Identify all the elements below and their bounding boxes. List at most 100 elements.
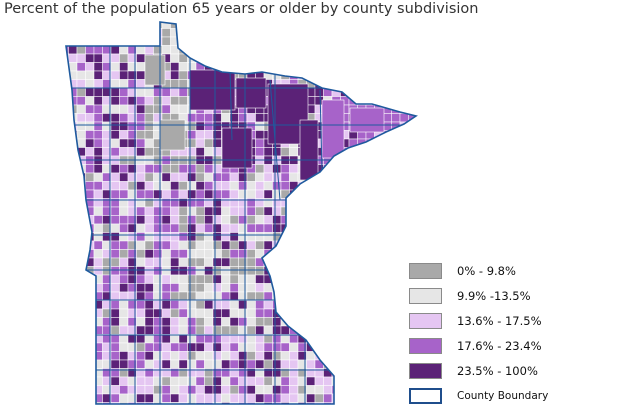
legend-label-class-5: 23.5% - 100% [457,364,538,378]
subdivision-cell [246,317,256,327]
subdivision-cell [153,172,163,182]
subdivision-cell [85,79,95,89]
subdivision-cell [382,283,392,293]
subdivision-cell [348,198,358,208]
subdivision-cell [195,240,205,250]
subdivision-cell [417,63,426,72]
subdivision-cell [255,334,265,344]
subdivision-cell [110,22,120,29]
subdivision-cell [178,317,188,327]
subdivision-cell [68,317,78,327]
subdivision-cell [255,223,265,233]
subdivision-cell [212,376,222,386]
subdivision-cell [246,393,256,403]
subdivision-cell [170,266,180,276]
subdivision-cell [357,393,367,403]
subdivision-cell [170,53,180,63]
subdivision-cell [93,36,103,46]
subdivision-cell [306,257,316,267]
subdivision-cell [255,376,265,386]
subdivision-cell [331,45,341,55]
subdivision-cell [255,62,265,72]
subdivision-cell [144,385,154,395]
subdivision-cell [246,291,256,301]
subdivision-cell [314,376,324,386]
subdivision-cell [340,206,350,216]
subdivision-cell [314,283,324,293]
subdivision-cell [68,325,78,335]
subdivision-cell [127,36,137,46]
subdivision-cell [391,266,401,276]
subdivision-cell [119,206,129,216]
subdivision-cell [238,172,248,182]
subdivision-cell [272,359,282,369]
subdivision-cell [204,393,214,403]
subdivision-cell [246,351,256,361]
subdivision-cell [76,22,86,29]
subdivision-cell [221,351,231,361]
subdivision-cell [289,393,299,403]
subdivision-cell [153,325,163,335]
subdivision-cell [204,291,214,301]
subdivision-cell [246,308,256,318]
subdivision-cell [161,172,171,182]
subdivision-cell [119,130,129,140]
subdivision-cell [170,283,180,293]
subdivision-cell [289,385,299,395]
subdivision-cell [110,274,120,284]
subdivision-cell [314,22,324,29]
subdivision-cell [246,62,256,72]
subdivision-cell [391,300,401,310]
subdivision-cell [357,28,367,38]
subdivision-cell [110,206,120,216]
subdivision-cell [136,232,146,242]
subdivision-cell [280,274,290,284]
subdivision-cell [374,215,384,225]
subdivision-cell [178,62,188,72]
subdivision-cell [119,147,129,157]
subdivision-cell [204,359,214,369]
subdivision-cell [66,104,69,114]
subdivision-cell [382,266,392,276]
subdivision-cell [399,87,409,97]
subdivision-cell [85,351,95,361]
subdivision-cell [331,266,341,276]
subdivision-cell [272,351,282,361]
subdivision-cell [357,325,367,335]
subdivision-cell [93,113,103,123]
subdivision-cell [357,342,367,352]
subdivision-cell [68,189,78,199]
subdivision-cell [161,232,171,242]
subdivision-cell [170,164,180,174]
subdivision-cell [246,334,256,344]
subdivision-cell [170,308,180,318]
subdivision-cell [365,79,375,89]
subdivision-cell [382,189,392,199]
subdivision-cell [280,22,290,29]
subdivision-cell [178,36,188,46]
subdivision-cell [408,96,416,106]
subdivision-cell [238,351,248,361]
subdivision-cell [255,121,265,131]
subdivision-cell [238,53,248,63]
subdivision-cell [331,172,341,182]
subdivision-cell [76,266,86,276]
subdivision-cell [68,300,78,310]
subdivision-cell [119,257,129,267]
subdivision-cell [382,22,392,29]
subdivision-cell [357,232,367,242]
subdivision-cell [68,402,78,404]
subdivision-cell [110,393,120,403]
subdivision-cell [280,189,290,199]
subdivision-cell [272,147,282,157]
subdivision-cell [399,172,409,182]
subdivision-cell [221,45,231,55]
subdivision-cell [374,342,384,352]
subdivision-cell [391,334,401,344]
subdivision-cell [136,342,146,352]
subdivision-cell [357,181,367,191]
subdivision-cell [187,325,197,335]
subdivision-cell [331,274,341,284]
subdivision-cell [289,291,299,301]
subdivision-cell [306,62,316,72]
